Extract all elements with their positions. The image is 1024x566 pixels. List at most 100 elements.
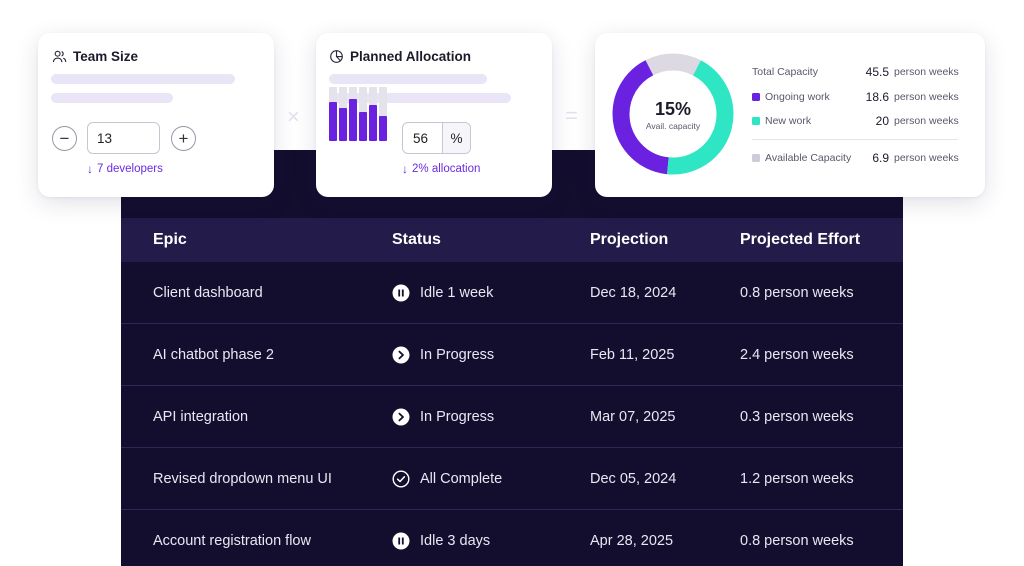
allocation-input[interactable]: 56 % xyxy=(402,122,471,154)
allocation-bar xyxy=(369,105,377,141)
placeholder-line xyxy=(329,93,511,103)
placeholder-line xyxy=(329,74,487,84)
projection-date: Dec 18, 2024 xyxy=(590,284,677,301)
allocation-bar xyxy=(329,102,337,141)
table-row[interactable]: API integration In Progress Mar 07, 2025 0.… xyxy=(121,386,903,448)
legend-item: Ongoing work 18.6 person weeks xyxy=(752,90,962,104)
status-text: In Progress xyxy=(420,408,495,425)
arrow-down-icon: ↓ xyxy=(402,162,408,176)
legend-label: Available Capacity xyxy=(765,152,852,164)
allocation-bar xyxy=(379,116,387,141)
donut-center-label: Avail. capacity xyxy=(646,121,701,131)
epics-table: Epic Status Projection Projected Effort … xyxy=(121,150,903,566)
plus-icon: + xyxy=(178,129,189,148)
percent-unit: % xyxy=(441,123,470,153)
minus-icon: − xyxy=(59,129,70,148)
allocation-hint-text: 2% allocation xyxy=(412,163,481,175)
status-cell: Idle 1 week xyxy=(392,284,493,302)
legend-item: Available Capacity 6.9 person weeks xyxy=(752,151,962,165)
legend-value: 20 xyxy=(875,114,889,128)
team-size-input[interactable]: 13 xyxy=(87,122,160,154)
donut-slice-available xyxy=(612,53,734,175)
allocation-hint: ↓ 2% allocation xyxy=(402,162,480,176)
team-size-title-text: Team Size xyxy=(73,49,139,64)
donut-slice-ongoing xyxy=(612,53,734,175)
status-cell: In Progress xyxy=(392,346,494,364)
placeholder-line xyxy=(51,74,235,84)
table-header: Epic Status Projection Projected Effort xyxy=(121,218,903,262)
status-cell: In Progress xyxy=(392,408,494,426)
epic-name: Revised dropdown menu UI xyxy=(153,470,332,487)
capacity-donut-chart: 15% Avail. capacity xyxy=(612,53,734,175)
legend-value: 6.9 xyxy=(872,151,889,165)
epic-name: API integration xyxy=(153,408,249,425)
allocation-bar xyxy=(359,112,367,141)
projection-date: Apr 28, 2025 xyxy=(590,533,674,549)
status-text: Idle 3 days xyxy=(420,533,491,549)
status-text: Idle 1 week xyxy=(420,284,494,301)
play-icon xyxy=(392,408,410,426)
allocation-bar-track xyxy=(379,87,387,141)
team-size-hint: ↓ 7 developers xyxy=(87,162,163,176)
legend-unit: person weeks xyxy=(894,152,959,164)
allocation-value: 56 xyxy=(413,130,429,146)
projected-effort: 0.3 person weeks xyxy=(740,408,854,425)
people-icon xyxy=(52,50,67,63)
status-text: In Progress xyxy=(420,346,495,363)
projected-effort: 0.8 person weeks xyxy=(740,533,854,549)
projection-date: Feb 11, 2025 xyxy=(590,346,675,363)
header-status[interactable]: Status xyxy=(392,231,441,248)
arrow-down-icon: ↓ xyxy=(87,162,93,176)
legend-item: Total Capacity 45.5 person weeks xyxy=(752,65,962,79)
projected-effort: 0.8 person weeks xyxy=(740,284,854,301)
status-cell: Idle 3 days xyxy=(392,532,490,550)
epic-name: Account registration flow xyxy=(153,533,311,549)
header-epic[interactable]: Epic xyxy=(153,231,187,248)
placeholder-line xyxy=(51,93,173,103)
donut-center-value: 15% xyxy=(655,99,691,119)
legend-swatch xyxy=(752,117,760,125)
multiply-symbol: × xyxy=(287,104,300,129)
decrement-button[interactable]: − xyxy=(52,126,77,151)
play-icon xyxy=(392,346,410,364)
projection-date: Mar 07, 2025 xyxy=(590,408,676,425)
projected-effort: 1.2 person weeks xyxy=(740,470,854,487)
table-row[interactable]: Revised dropdown menu UI All Complete Dec … xyxy=(121,448,903,510)
table-row[interactable]: Client dashboard Idle 1 week Dec 18, 2024 0… xyxy=(121,262,903,324)
team-size-title: Team Size xyxy=(52,49,138,64)
legend-unit: person weeks xyxy=(894,115,959,127)
increment-button[interactable]: + xyxy=(171,126,196,151)
epic-name: Client dashboard xyxy=(153,284,263,301)
status-text: All Complete xyxy=(420,470,503,487)
allocation-bar xyxy=(339,108,347,141)
header-projected-effort[interactable]: Projected Effort xyxy=(740,231,861,248)
pause-icon xyxy=(392,284,410,302)
legend-value: 18.6 xyxy=(865,90,889,104)
team-size-card: Team Size − 13 + ↓ 7 developers xyxy=(38,33,274,197)
planned-allocation-title: Planned Allocation xyxy=(329,49,471,64)
legend-unit: person weeks xyxy=(894,91,959,103)
legend-label: New work xyxy=(765,115,812,127)
legend-item: New work 20 person weeks xyxy=(752,114,962,128)
legend-label: Ongoing work xyxy=(765,91,830,103)
donut-slice-new xyxy=(612,53,734,175)
team-size-hint-text: 7 developers xyxy=(97,163,163,175)
header-projection[interactable]: Projection xyxy=(590,231,669,248)
check-circle-icon xyxy=(392,469,410,488)
projected-effort: 2.4 person weeks xyxy=(740,346,854,363)
pause-icon xyxy=(392,532,410,550)
epic-name: AI chatbot phase 2 xyxy=(153,346,274,363)
legend-divider xyxy=(752,139,958,140)
projection-date: Dec 05, 2024 xyxy=(590,470,677,487)
pie-chart-icon xyxy=(330,50,343,63)
status-cell: All Complete xyxy=(392,469,503,488)
table-row[interactable]: Account registration flow Idle 3 days Apr … xyxy=(121,510,903,566)
table-row[interactable]: AI chatbot phase 2 In Progress Feb 11, 202… xyxy=(121,324,903,386)
allocation-bar xyxy=(349,99,357,141)
legend-unit: person weeks xyxy=(894,66,959,78)
legend-label: Total Capacity xyxy=(752,66,818,78)
legend-swatch xyxy=(752,93,760,101)
legend-swatch xyxy=(752,154,760,162)
equals-symbol: = xyxy=(565,103,578,128)
planned-allocation-title-text: Planned Allocation xyxy=(350,49,472,64)
